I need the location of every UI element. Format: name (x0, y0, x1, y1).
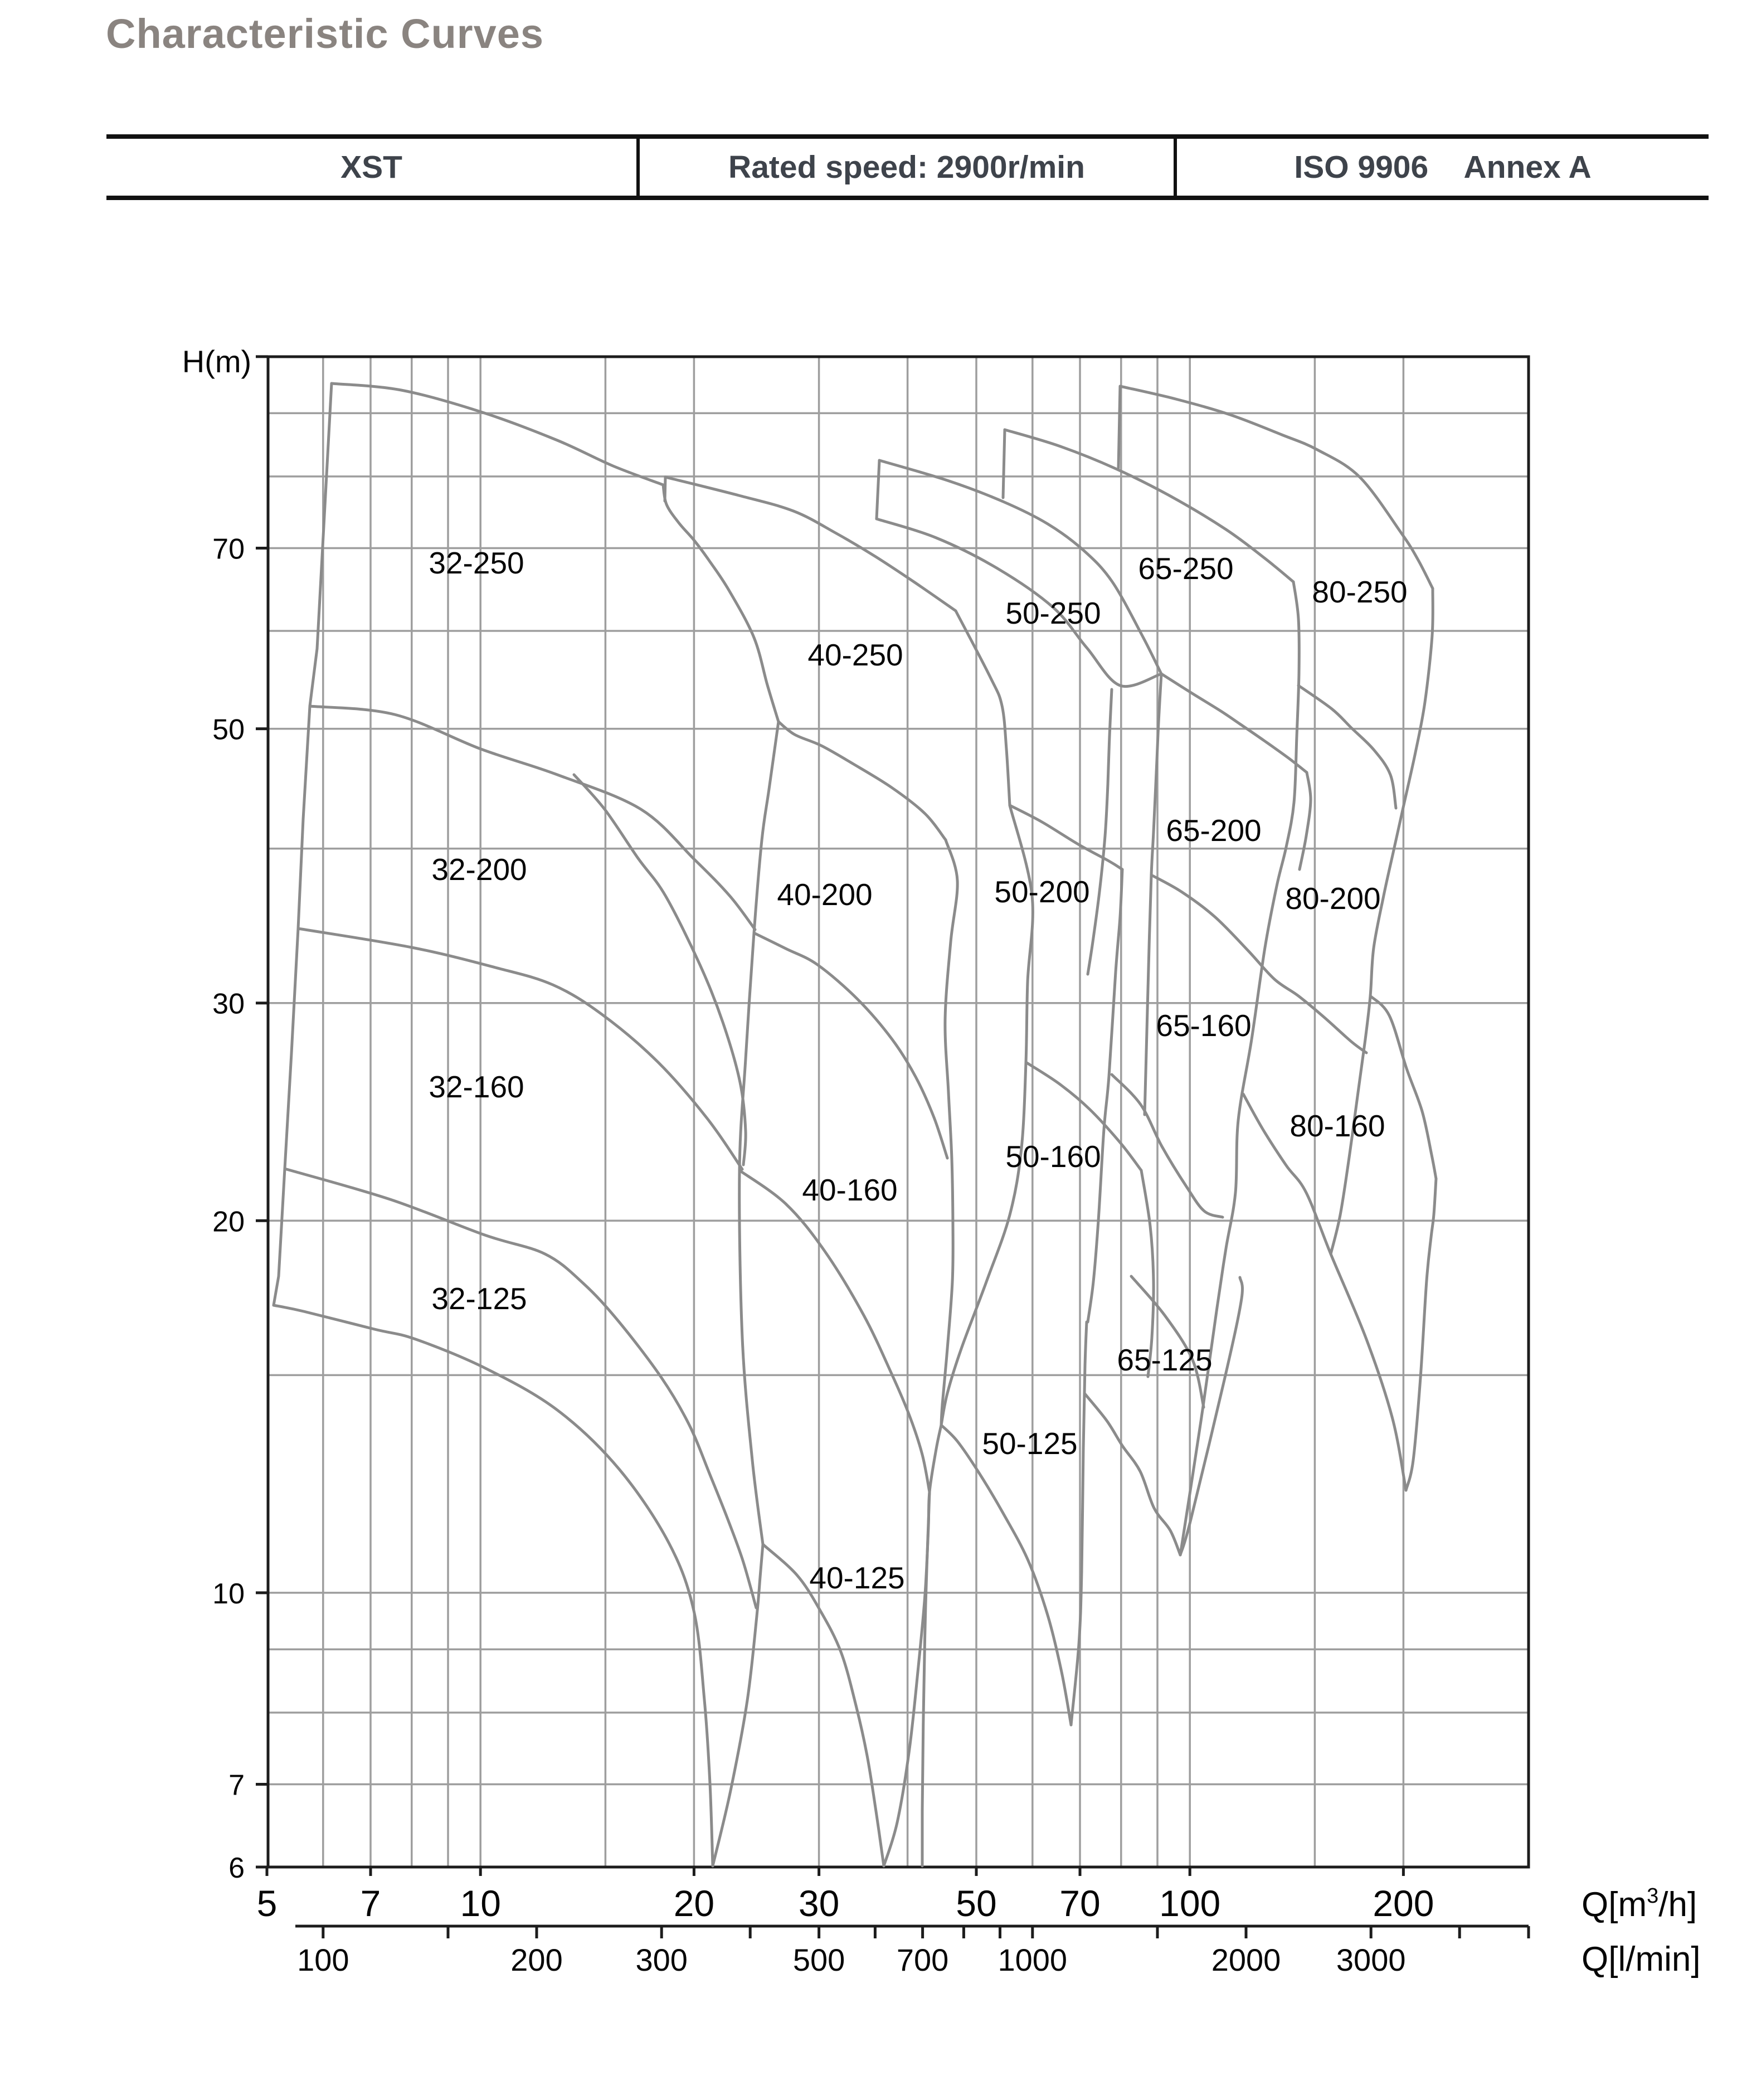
svg-text:40-160: 40-160 (802, 1173, 897, 1207)
svg-text:700: 700 (897, 1942, 948, 1977)
svg-text:70: 70 (1059, 1883, 1100, 1924)
svg-text:200: 200 (510, 1942, 562, 1977)
svg-text:200: 200 (1373, 1883, 1434, 1924)
svg-text:30: 30 (799, 1883, 839, 1924)
svg-text:20: 20 (674, 1883, 714, 1924)
svg-text:10: 10 (212, 1578, 245, 1610)
svg-text:20: 20 (212, 1205, 245, 1238)
svg-text:6: 6 (228, 1852, 245, 1884)
svg-text:70: 70 (212, 533, 245, 566)
svg-text:40-250: 40-250 (807, 638, 903, 672)
svg-text:32-250: 32-250 (429, 546, 524, 580)
svg-text:80-250: 80-250 (1312, 575, 1407, 609)
svg-text:32-125: 32-125 (431, 1281, 527, 1316)
svg-text:50-125: 50-125 (982, 1426, 1077, 1461)
svg-text:50-200: 50-200 (994, 874, 1089, 909)
svg-text:80-160: 80-160 (1290, 1109, 1385, 1143)
svg-text:300: 300 (635, 1942, 687, 1977)
svg-text:7: 7 (361, 1883, 381, 1924)
svg-text:500: 500 (793, 1942, 845, 1977)
svg-text:80-200: 80-200 (1285, 881, 1380, 916)
svg-text:50-250: 50-250 (1005, 596, 1101, 630)
svg-text:32-200: 32-200 (431, 852, 527, 887)
svg-text:30: 30 (212, 988, 245, 1020)
svg-text:65-160: 65-160 (1156, 1008, 1251, 1043)
svg-text:Q[l/min]: Q[l/min] (1582, 1940, 1701, 1979)
svg-text:3000: 3000 (1336, 1942, 1406, 1977)
svg-text:7: 7 (228, 1770, 245, 1802)
svg-text:40-200: 40-200 (777, 877, 872, 912)
svg-text:32-160: 32-160 (429, 1070, 524, 1104)
svg-text:50: 50 (956, 1883, 996, 1924)
svg-text:H(m): H(m) (182, 344, 251, 379)
svg-text:Q[m3/h]: Q[m3/h] (1582, 1884, 1697, 1924)
svg-text:40-125: 40-125 (809, 1561, 904, 1595)
svg-text:5: 5 (257, 1883, 278, 1924)
svg-text:100: 100 (297, 1942, 349, 1977)
svg-text:100: 100 (1159, 1883, 1220, 1924)
svg-text:65-250: 65-250 (1138, 551, 1233, 586)
svg-text:1000: 1000 (998, 1942, 1068, 1977)
svg-text:10: 10 (460, 1883, 500, 1924)
svg-text:65-200: 65-200 (1166, 813, 1261, 848)
svg-text:50-160: 50-160 (1005, 1139, 1101, 1174)
svg-text:50: 50 (212, 714, 245, 746)
svg-text:2000: 2000 (1211, 1942, 1281, 1977)
svg-text:65-125: 65-125 (1117, 1343, 1212, 1377)
